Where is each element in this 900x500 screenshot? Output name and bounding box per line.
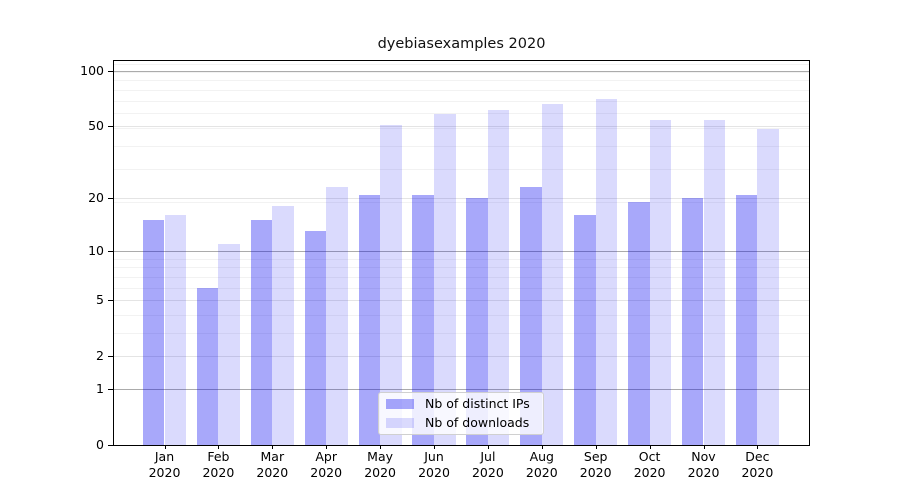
- x-tick-oct: [649, 445, 651, 449]
- x-tick-sep: [595, 445, 597, 449]
- gridline-minor: [114, 100, 809, 102]
- gridline-minor: [114, 202, 809, 204]
- gridline-minor: [114, 71, 809, 73]
- y-tick-5: [108, 300, 113, 301]
- x-tick-label-jun: Jun 2020: [418, 449, 450, 480]
- y-tick-label-0: 0: [96, 437, 104, 452]
- x-tick-label-jan: Jan 2020: [148, 449, 181, 480]
- x-tick-apr: [326, 445, 328, 449]
- gridline-5: [114, 300, 809, 301]
- x-tick-aug: [541, 445, 543, 449]
- gridline-minor: [114, 287, 809, 289]
- bar-downloads-oct: [649, 120, 672, 445]
- bar-distinct-ips-may: [358, 194, 381, 445]
- gridline-minor: [114, 80, 809, 82]
- y-tick-100: [108, 70, 113, 72]
- x-tick-nov: [703, 445, 705, 449]
- gridline-minor: [114, 258, 809, 260]
- y-tick-0: [108, 445, 113, 446]
- x-tick-label-apr: Apr 2020: [310, 449, 343, 480]
- gridline-minor: [114, 267, 809, 269]
- bar-downloads-jul: [487, 110, 510, 445]
- bar-distinct-ips-jul: [466, 198, 488, 445]
- x-tick-feb: [218, 445, 220, 449]
- x-tick-may: [380, 445, 382, 449]
- gridline-2: [114, 356, 809, 358]
- x-tick-jan: [164, 445, 166, 449]
- chart-title: dyebiasexamples 2020: [377, 36, 546, 52]
- bar-distinct-ips-apr: [304, 231, 327, 445]
- legend-item-distinct-ips: Nb of distinct IPs: [379, 397, 543, 411]
- gridline-minor: [114, 89, 809, 91]
- y-tick-label-100: 100: [80, 62, 104, 78]
- bar-downloads-apr: [326, 187, 348, 445]
- x-tick-label-aug: Aug 2020: [525, 449, 558, 480]
- gridline-minor: [114, 63, 809, 65]
- gridline-10: [114, 250, 809, 252]
- y-tick-2: [108, 356, 113, 358]
- x-tick-label-jul: Jul 2020: [471, 449, 504, 480]
- bar-distinct-ips-jan: [142, 220, 165, 445]
- gridline-1: [114, 389, 809, 391]
- x-tick-jun: [434, 445, 435, 449]
- x-tick-label-feb: Feb 2020: [202, 449, 235, 480]
- gridline-minor: [114, 332, 809, 334]
- legend-label-distinct-ips: Nb of distinct IPs: [425, 396, 530, 412]
- bar-downloads-nov: [703, 120, 726, 445]
- gridline-100: [114, 70, 809, 72]
- bar-distinct-ips-jun: [412, 194, 434, 445]
- bar-downloads-mar: [272, 206, 294, 445]
- bar-distinct-ips-oct: [628, 202, 650, 445]
- bar-distinct-ips-feb: [196, 287, 219, 445]
- bar-distinct-ips-aug: [520, 187, 542, 445]
- bar-distinct-ips-mar: [250, 220, 273, 445]
- y-tick-label-50: 50: [88, 118, 104, 134]
- bar-downloads-jun: [434, 114, 456, 445]
- x-tick-label-dec: Dec 2020: [741, 449, 774, 480]
- x-tick-mar: [272, 445, 274, 449]
- x-tick-label-mar: Mar 2020: [256, 449, 289, 480]
- bar-downloads-feb: [218, 243, 240, 445]
- x-tick-label-sep: Sep 2020: [579, 449, 612, 480]
- y-tick-label-2: 2: [96, 348, 104, 364]
- y-tick-label-10: 10: [88, 242, 104, 258]
- bar-distinct-ips-dec: [735, 194, 758, 445]
- x-tick-label-oct: Oct 2020: [633, 449, 666, 480]
- bar-distinct-ips-sep: [574, 215, 596, 445]
- gridline-minor: [114, 145, 809, 147]
- y-tick-1: [108, 389, 113, 391]
- plot-area: [113, 60, 810, 446]
- gridline-50: [114, 126, 809, 128]
- y-tick-20: [108, 198, 113, 200]
- x-tick-dec: [757, 445, 759, 449]
- x-tick-label-may: May 2020: [364, 449, 396, 480]
- legend-label-downloads: Nb of downloads: [425, 414, 530, 430]
- bar-downloads-may: [380, 124, 402, 445]
- bar-distinct-ips-nov: [681, 198, 704, 445]
- bar-downloads-aug: [541, 104, 564, 445]
- y-tick-10: [108, 250, 113, 252]
- bar-downloads-jan: [164, 215, 187, 445]
- bar-downloads-dec: [757, 129, 779, 445]
- gridline-minor: [114, 276, 809, 278]
- gridline-minor: [114, 113, 809, 114]
- gridline-minor: [114, 169, 809, 171]
- gridline-20: [114, 198, 809, 200]
- legend: Nb of distinct IPs Nb of downloads: [378, 392, 544, 435]
- x-tick-jul: [487, 445, 489, 449]
- y-tick-50: [108, 126, 113, 128]
- y-tick-label-20: 20: [88, 190, 104, 206]
- x-tick-label-nov: Nov 2020: [687, 449, 720, 480]
- gridline-minor: [114, 127, 809, 129]
- gridline-minor: [114, 314, 809, 316]
- y-tick-label-1: 1: [96, 381, 104, 397]
- y-tick-label-5: 5: [96, 292, 104, 307]
- legend-item-downloads: Nb of downloads: [379, 414, 543, 430]
- legend-swatch-distinct-ips: [386, 399, 414, 410]
- bar-downloads-sep: [595, 99, 618, 445]
- legend-swatch-downloads: [386, 417, 414, 428]
